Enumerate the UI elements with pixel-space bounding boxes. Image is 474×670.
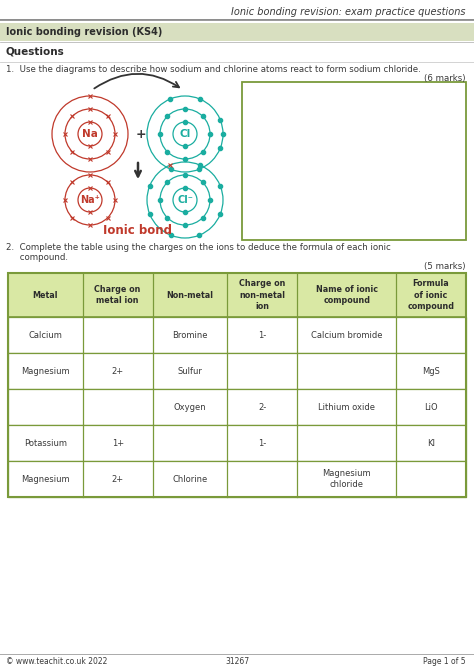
Text: Chlorine: Chlorine: [173, 474, 208, 484]
Text: Non-metal: Non-metal: [166, 291, 213, 299]
Text: Cl⁻: Cl⁻: [177, 195, 193, 205]
Text: Magnesium
chloride: Magnesium chloride: [322, 469, 371, 488]
Text: 2+: 2+: [111, 366, 124, 375]
Text: Ionic bond: Ionic bond: [103, 224, 173, 237]
Text: Metal: Metal: [33, 291, 58, 299]
Text: (6 marks): (6 marks): [425, 74, 466, 84]
Text: 2+: 2+: [111, 474, 124, 484]
Bar: [8, 389, 466, 425]
Bar: [8, 425, 466, 461]
Text: Formula
of ionic
compound: Formula of ionic compound: [408, 279, 455, 311]
Text: 1.  Use the diagrams to describe how sodium and chlorine atoms react to form sod: 1. Use the diagrams to describe how sodi…: [6, 66, 421, 74]
Text: 1+: 1+: [111, 438, 124, 448]
Text: © www.teachit.co.uk 2022: © www.teachit.co.uk 2022: [6, 657, 108, 665]
Text: Na: Na: [82, 129, 98, 139]
Text: +: +: [136, 127, 146, 141]
Text: Sulfur: Sulfur: [178, 366, 202, 375]
Text: Name of ionic
compound: Name of ionic compound: [316, 285, 378, 305]
Bar: [8, 273, 466, 497]
Text: Ionic bonding revision: exam practice questions: Ionic bonding revision: exam practice qu…: [231, 7, 466, 17]
Bar: [8, 317, 466, 353]
Text: Magnesium: Magnesium: [21, 474, 70, 484]
Text: Potassium: Potassium: [24, 438, 67, 448]
Text: 31267: 31267: [225, 657, 249, 665]
Text: LiO: LiO: [424, 403, 438, 411]
Text: 1-: 1-: [258, 330, 266, 340]
Text: Charge on
metal ion: Charge on metal ion: [94, 285, 141, 305]
Text: KI: KI: [427, 438, 435, 448]
Text: Na⁺: Na⁺: [80, 195, 100, 205]
Text: 2-: 2-: [258, 403, 266, 411]
Text: Oxygen: Oxygen: [173, 403, 206, 411]
Text: Charge on
non-metal
ion: Charge on non-metal ion: [239, 279, 285, 311]
Text: compound.: compound.: [6, 253, 68, 261]
Text: Calcium bromide: Calcium bromide: [311, 330, 383, 340]
Bar: [242, 82, 466, 240]
Bar: [8, 353, 466, 389]
Text: Page 1 of 5: Page 1 of 5: [423, 657, 466, 665]
Text: 1-: 1-: [258, 438, 266, 448]
Text: Calcium: Calcium: [28, 330, 62, 340]
Text: (5 marks): (5 marks): [425, 261, 466, 271]
Bar: [8, 461, 466, 497]
Bar: [8, 273, 466, 317]
Text: Ionic bonding revision (KS4): Ionic bonding revision (KS4): [6, 27, 163, 37]
Text: 2.  Complete the table using the charges on the ions to deduce the formula of ea: 2. Complete the table using the charges …: [6, 243, 391, 253]
Bar: [0, 23, 474, 41]
Text: Cl: Cl: [179, 129, 191, 139]
Text: Bromine: Bromine: [172, 330, 208, 340]
Text: MgS: MgS: [422, 366, 440, 375]
Text: Lithium oxide: Lithium oxide: [318, 403, 375, 411]
Text: Questions: Questions: [6, 47, 65, 57]
Text: Magnesium: Magnesium: [21, 366, 70, 375]
